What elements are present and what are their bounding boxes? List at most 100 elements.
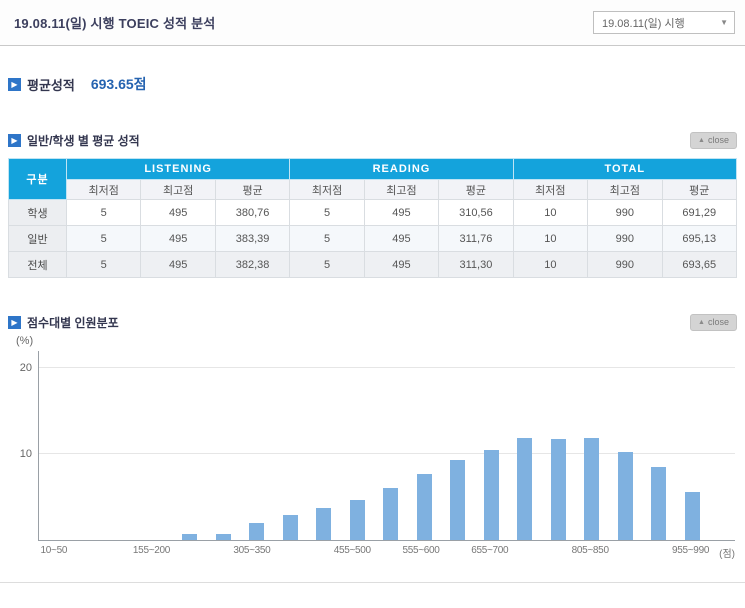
table-cell: 311,76 [438, 225, 514, 252]
x-tick-label: 955~990 [671, 545, 710, 556]
collapse-icon: ▲ [698, 137, 705, 144]
table-cell: 10 [512, 199, 589, 226]
topbar: 19.08.11(일) 시행 TOEIC 성적 분석 19.08.11(일) 시… [0, 0, 745, 46]
chart-bar-555~600 [416, 474, 432, 540]
section-bullet-icon: ▶ [8, 134, 21, 147]
x-tick-label: 655~700 [471, 545, 509, 556]
chart-slot [441, 351, 475, 540]
y-axis-unit: (%) [16, 335, 34, 347]
table-cell: 5 [289, 225, 365, 252]
chart-slot [609, 351, 643, 540]
x-tick-label [70, 545, 102, 556]
chart-slot [240, 351, 274, 540]
table-row-student: 학생 5 495 380,76 5 495 310,56 10 990 691,… [8, 199, 737, 226]
group-header-reading: READING [289, 158, 514, 180]
chart-plot [38, 351, 735, 541]
chart-slot [542, 351, 576, 540]
chart-bar-505~550 [383, 488, 399, 540]
x-tick-label [302, 545, 334, 556]
x-tick-label: 305~350 [233, 545, 271, 556]
chart-slot [207, 351, 241, 540]
col-header-min: 최저점 [512, 179, 589, 200]
gridline-10 [39, 453, 735, 454]
col-header-max: 최고점 [363, 179, 440, 200]
close-button-label: close [707, 317, 729, 327]
chart-bar-905~950 [651, 467, 667, 540]
chart-bar-955~990 [684, 492, 700, 540]
chart-slot [73, 351, 107, 540]
chart-x-axis: 10~50 155~200 305~350 455~500 555~600 655~700… [38, 545, 735, 560]
page-title: 19.08.11(일) 시행 TOEIC 성적 분석 [14, 16, 216, 31]
table-cell: 495 [363, 251, 440, 278]
table-cell: 495 [363, 199, 440, 226]
y-tick-20: 20 [19, 362, 32, 374]
distribution-chart: (%) 20 10 10~50 155~200 305~350 455~500 555~… [8, 335, 735, 560]
score-table: 구분 LISTENING READING TOTAL 최저점 최고점 평균 최저… [8, 158, 738, 278]
row-label: 학생 [8, 199, 67, 226]
collapse-icon: ▲ [698, 319, 705, 326]
table-cell: 10 [512, 251, 589, 278]
col-header-avg: 평균 [661, 179, 737, 200]
table-cell: 311,30 [438, 251, 514, 278]
x-tick-label [540, 545, 572, 556]
table-cell: 495 [140, 199, 216, 226]
col-header-max: 최고점 [587, 179, 663, 200]
score-table-section: ▶ 일반/학생 별 평균 성적 ▲ close 구분 LISTENING REA… [0, 132, 745, 278]
x-tick-label: 155~200 [132, 545, 171, 556]
score-table-section-header: ▶ 일반/학생 별 평균 성적 ▲ close [0, 132, 745, 149]
chart-slot [408, 351, 442, 540]
section-bullet-icon: ▶ [8, 316, 21, 329]
table-cell: 990 [587, 251, 663, 278]
chart-slot [374, 351, 408, 540]
group-header-listening: LISTENING [65, 158, 291, 180]
col-header-max: 최고점 [140, 179, 216, 200]
chart-bar-405~450 [316, 508, 332, 540]
score-table-section-title: 일반/학생 별 평균 성적 [27, 134, 140, 148]
chart-bar-305~350 [249, 523, 265, 540]
table-cell: 10 [512, 225, 589, 252]
x-tick-label [270, 545, 302, 556]
table-cell: 495 [140, 225, 216, 252]
x-tick-label: 455~500 [333, 545, 371, 556]
chart-bar-855~900 [617, 452, 633, 540]
average-score-label: 평균성적 [27, 77, 75, 93]
col-header-min: 최저점 [289, 179, 365, 200]
table-cell: 310,56 [438, 199, 514, 226]
chart-bar-705~750 [517, 438, 533, 540]
x-tick-label [202, 545, 234, 556]
row-label: 일반 [8, 225, 67, 252]
col-header-avg: 평균 [438, 179, 514, 200]
chart-slot [575, 351, 609, 540]
exam-date-select[interactable]: 19.08.11(일) 시행 ▼ [593, 11, 735, 34]
exam-date-select-value: 19.08.11(일) 시행 [602, 17, 685, 30]
table-row-total: 전체 5 495 382,38 5 495 311,30 10 990 693,… [8, 251, 737, 278]
x-tick-label [609, 545, 641, 556]
table-cell: 383,39 [214, 225, 291, 252]
x-tick-label: 555~600 [402, 545, 440, 556]
distribution-section-title: 점수대별 인원분포 [27, 316, 119, 330]
group-header-total: TOTAL [512, 158, 738, 180]
table-cell: 990 [587, 225, 663, 252]
chart-bar-755~800 [550, 439, 566, 540]
close-button-label: close [707, 135, 729, 145]
table-cell: 990 [587, 199, 663, 226]
close-button[interactable]: ▲ close [690, 132, 737, 149]
col-header-avg: 평균 [214, 179, 291, 200]
table-cell: 495 [363, 225, 440, 252]
gridline-20 [39, 367, 735, 368]
x-axis-unit: (점) [719, 549, 735, 560]
x-tick-label [640, 545, 672, 556]
close-button[interactable]: ▲ close [690, 314, 737, 331]
x-tick-label [101, 545, 133, 556]
chart-slot [173, 351, 207, 540]
section-bullet-icon: ▶ [8, 77, 21, 91]
x-tick-label: 805~850 [571, 545, 609, 556]
chart-slot [39, 351, 73, 540]
average-score-section: ▶ 평균성적 693.65점 [0, 74, 745, 94]
chart-bar-605~650 [450, 460, 466, 540]
chart-bar-255~300 [215, 534, 231, 540]
x-tick-label [371, 545, 403, 556]
row-label: 전체 [8, 251, 67, 278]
chart-slot [508, 351, 542, 540]
